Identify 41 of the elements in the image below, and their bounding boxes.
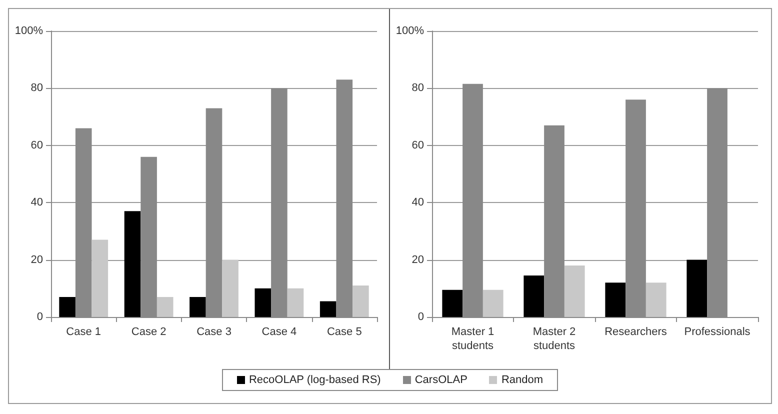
bar (254, 288, 272, 317)
x-tick-label: Master 2 students (532, 326, 576, 352)
x-tick-label: Case 2 (131, 326, 166, 338)
y-tick-label: 20 (30, 254, 43, 266)
legend-label: RecoOLAP (log-based RS) (248, 374, 381, 386)
bar (190, 296, 206, 317)
y-tick-label: 40 (30, 196, 43, 209)
bar (352, 286, 369, 317)
legend-label: Random (501, 374, 544, 386)
bar (605, 282, 626, 317)
y-tick-label: 60 (30, 139, 43, 152)
bar (686, 260, 708, 317)
bar (564, 266, 585, 317)
legend-label: CarsOLAP (414, 374, 468, 386)
y-tick-label: 100% (14, 25, 44, 37)
x-tick-label: Case 1 (66, 326, 102, 338)
bar (442, 290, 463, 317)
x-tick-label: Researchers (604, 326, 668, 338)
bar (482, 290, 504, 317)
y-tick-label: 80 (30, 82, 43, 94)
y-tick-label: 0 (36, 311, 43, 323)
x-tick-label: Case 5 (326, 326, 362, 338)
bar (524, 276, 544, 317)
y-tick-label: 60 (412, 139, 424, 152)
bar (287, 288, 304, 317)
y-tick-label: 40 (412, 196, 424, 209)
y-tick-label: 0 (418, 311, 424, 323)
y-tick-label: 80 (412, 82, 424, 94)
bar (156, 296, 174, 317)
y-tick-label: 20 (412, 254, 424, 266)
bar (222, 260, 238, 317)
x-tick-label: Case 3 (196, 326, 232, 338)
bar (59, 296, 76, 317)
x-tick-label: Professionals (684, 326, 751, 338)
bar (124, 211, 141, 317)
bar (646, 282, 666, 317)
y-tick-label: 100% (396, 25, 424, 37)
bar (92, 240, 108, 317)
x-tick-label: Case 4 (262, 326, 297, 338)
x-tick-label: Master 1 students (451, 326, 494, 352)
bar (320, 301, 336, 317)
